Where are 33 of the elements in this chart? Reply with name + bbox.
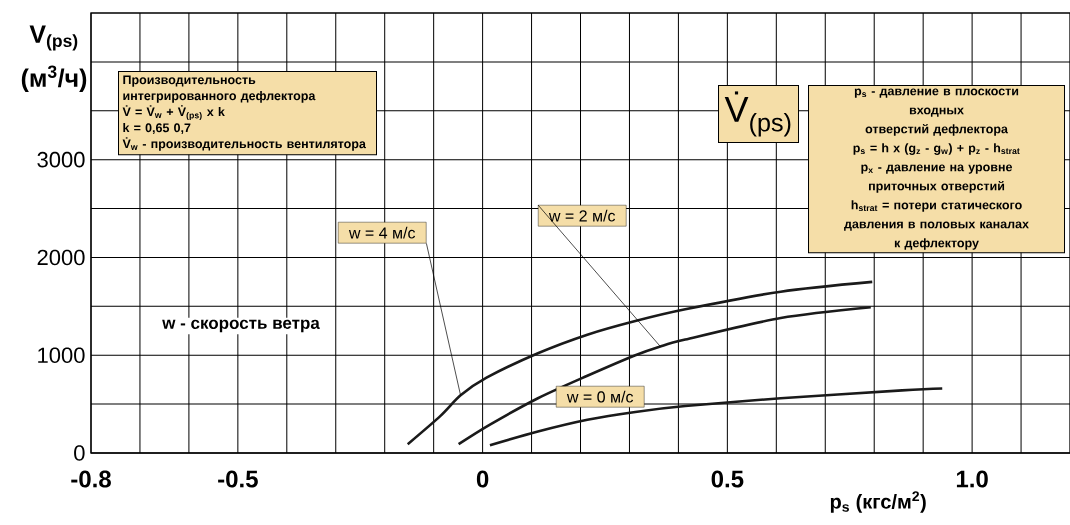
annotation: к дефлектору [894, 238, 979, 250]
annotation: Производительность [123, 75, 256, 87]
x-tick-label: 0 [476, 470, 489, 488]
series-label: w = 0 м/с [566, 390, 634, 403]
x-tick-label: 1.0 [956, 470, 988, 488]
x-tick-label: -0.5 [218, 470, 258, 488]
y-tick-label: 0 [74, 445, 85, 461]
annotation: интегрированного дефлектора [123, 91, 316, 103]
annotation: входных [909, 107, 964, 117]
line-series [406, 280, 874, 446]
y-axis-title: V$_{(ps)}$ (м$^{3}$/ч) [21, 25, 87, 92]
text: p$_{s}$ = h x (g$_{z}$ - g$_{w}$) + p$_{z}$ - h$_{strat}$ [853, 143, 1020, 155]
annotation: k = 0,65 0,7 [123, 123, 191, 135]
annotation: w - скорость ветра [162, 319, 320, 333]
text: w = 2 м/с [548, 209, 616, 222]
line-series [488, 387, 944, 447]
annotation: отверстий дефлектора [865, 123, 1009, 136]
annotation: приточных отверстий [869, 180, 1005, 193]
y-tick-label: 3000 [37, 151, 85, 168]
x-axis-title: p$_{s}$ (кгс/м$^{2}$) [830, 491, 926, 513]
annotation: V̇ = V̇$_{w}$ + V̇$_{(ps)}$ x k [122, 105, 225, 121]
x-tick-label: 0.5 [711, 470, 744, 488]
text: w = 4 м/с [348, 226, 416, 239]
annotation: p$_{x}$ - давление на уровне [861, 164, 1013, 174]
annotation: p$_{s}$ - давление в плоскости [854, 88, 1019, 98]
x-tick-label: -0.8 [71, 470, 111, 488]
y-tick-label: 2000 [37, 249, 85, 266]
annotation: давления в половых каналах [844, 221, 1029, 231]
line-series [457, 306, 873, 446]
annotation: V̇$_{(ps)}$ [724, 91, 791, 137]
y-tick-label: 1000 [38, 347, 85, 364]
annotation: V̇$_{w}$ - производительность вентилятора [122, 137, 366, 151]
annotation: h$_{strat}$ = потери статического [851, 200, 1022, 212]
